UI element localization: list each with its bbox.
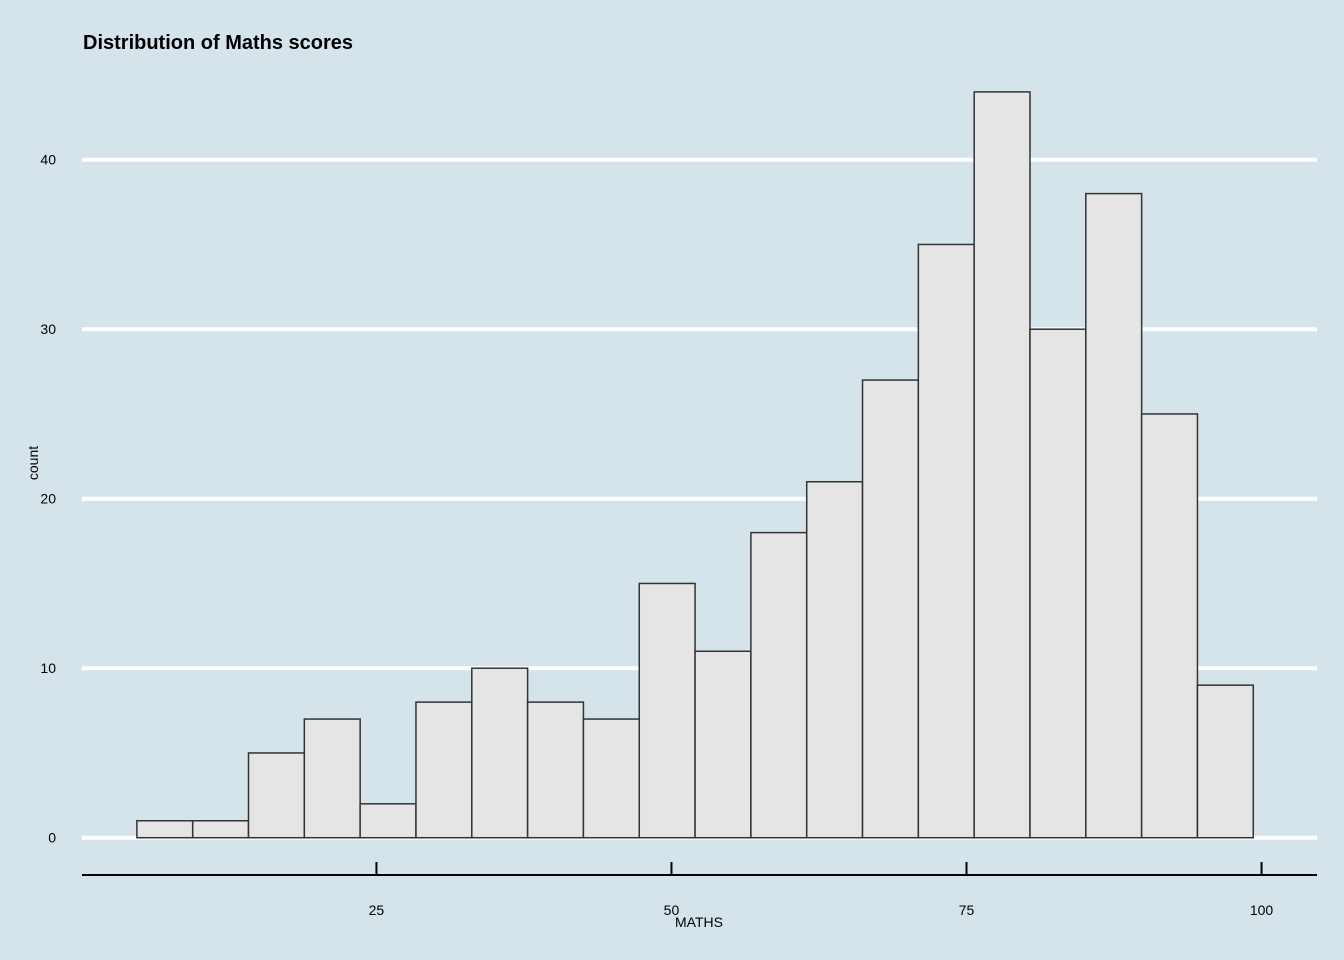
histogram-bar-10 bbox=[694, 650, 752, 839]
histogram-bar-15 bbox=[973, 91, 1031, 839]
x-tick-label-25: 25 bbox=[369, 902, 385, 918]
histogram-bar-18 bbox=[1140, 413, 1199, 839]
chart-title: Distribution of Maths scores bbox=[83, 32, 353, 54]
histogram-bar-19 bbox=[1196, 684, 1255, 839]
histogram-bar-7 bbox=[526, 701, 585, 839]
histogram-bar-4 bbox=[359, 803, 417, 839]
histogram-bar-14 bbox=[917, 243, 975, 839]
histogram-bar-0 bbox=[136, 820, 194, 839]
y-tick-label-10: 10 bbox=[40, 660, 56, 676]
histogram-bar-17 bbox=[1085, 192, 1143, 839]
histogram-bar-11 bbox=[750, 531, 808, 839]
x-axis: 25 50 75 100 bbox=[82, 862, 1317, 918]
x-tick-label-75: 75 bbox=[959, 902, 975, 918]
x-tick-label-100: 100 bbox=[1250, 902, 1274, 918]
histogram-bar-2 bbox=[247, 752, 306, 839]
y-tick-label-40: 40 bbox=[40, 152, 56, 168]
x-tick-label-50: 50 bbox=[664, 902, 680, 918]
histogram-bar-6 bbox=[471, 667, 529, 839]
histogram-bar-8 bbox=[582, 718, 641, 839]
y-tick-label-20: 20 bbox=[40, 491, 56, 507]
y-tick-label-30: 30 bbox=[40, 321, 56, 337]
histogram-bar-12 bbox=[805, 481, 864, 839]
histogram-bar-1 bbox=[191, 820, 250, 839]
histogram-bar-5 bbox=[415, 701, 473, 839]
histogram-bar-16 bbox=[1029, 328, 1087, 839]
y-axis-label: count bbox=[25, 446, 41, 480]
bars bbox=[136, 91, 1255, 839]
histogram-bar-3 bbox=[303, 718, 361, 839]
histogram-bar-13 bbox=[861, 379, 920, 839]
histogram-bar-9 bbox=[638, 582, 696, 839]
y-axis: 0 10 20 30 40 bbox=[40, 152, 56, 846]
x-axis-label: MATHS bbox=[675, 914, 723, 930]
y-tick-label-0: 0 bbox=[48, 830, 56, 846]
